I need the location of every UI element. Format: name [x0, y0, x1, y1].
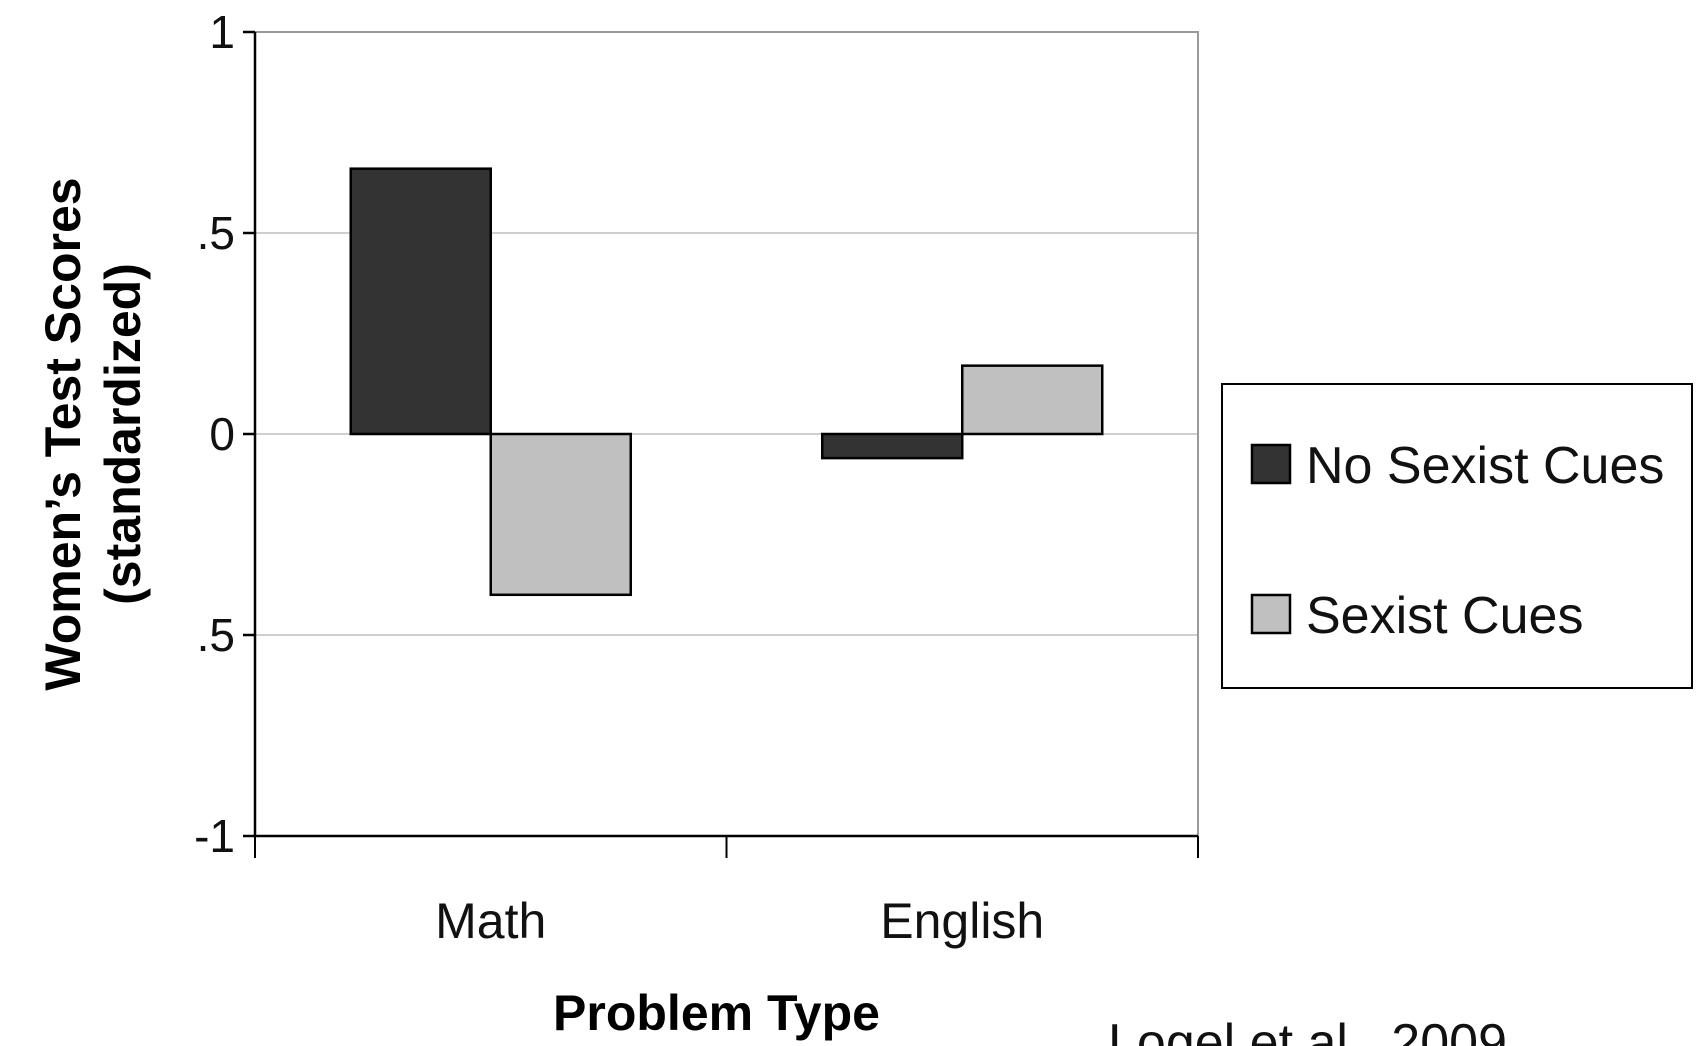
y-tick-label: .5: [197, 609, 235, 661]
x-tick-label: English: [880, 893, 1044, 949]
bar-sexist-cues-english: [961, 364, 1104, 436]
bar-no-sexist-cues-english: [821, 432, 964, 460]
axes: [243, 30, 1199, 858]
bar-sexist-cues-math: [489, 432, 632, 597]
bars: [349, 167, 1104, 597]
x-tick-labels: Math English: [435, 893, 1044, 949]
legend: No Sexist Cues Sexist Cues: [1221, 383, 1693, 689]
bar-no-sexist-cues-math: [349, 167, 492, 436]
y-tick-labels: 1 .5 0 .5 -1: [194, 6, 235, 862]
y-tick-label: 1: [209, 6, 235, 58]
y-tick-label: .5: [197, 207, 235, 259]
legend-label: Sexist Cues: [1306, 587, 1583, 645]
legend-box: [1221, 383, 1693, 689]
legend-label: No Sexist Cues: [1306, 437, 1664, 495]
x-axis-title: Problem Type: [553, 985, 880, 1041]
y-tick-label: -1: [194, 810, 235, 862]
x-tick-label: Math: [435, 893, 546, 949]
legend-swatch: [1250, 593, 1292, 635]
y-axis-title-line2: (standardized): [95, 263, 151, 605]
y-tick-label: 0: [209, 408, 235, 460]
legend-swatch: [1250, 443, 1292, 485]
y-axis-title-line1: Women’s Test Scores: [35, 177, 91, 690]
citation: Logel et al., 2009: [1108, 1014, 1507, 1046]
